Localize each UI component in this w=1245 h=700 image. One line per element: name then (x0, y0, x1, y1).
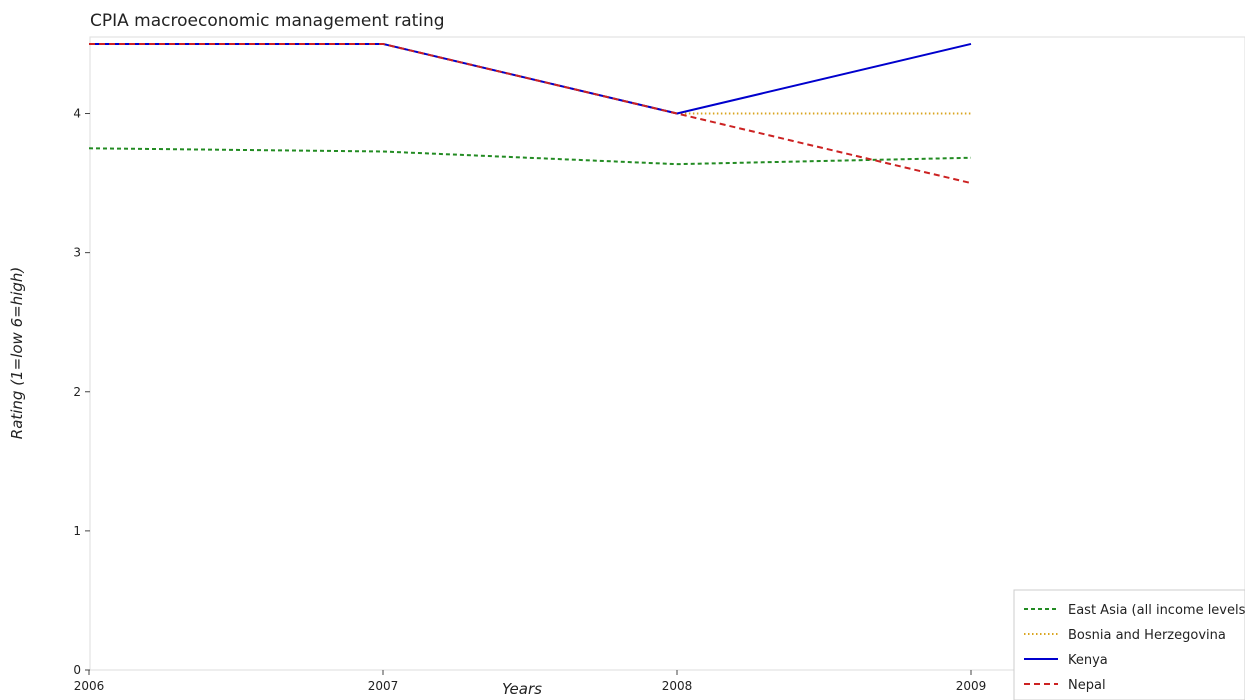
plot-area (89, 36, 1245, 671)
y-axis: 0 1 2 3 4 (73, 107, 90, 677)
x-tick-label: 2009 (956, 679, 987, 693)
series-line-1 (88, 147, 972, 166)
x-axis: 2006 2007 2008 2009 (74, 670, 987, 693)
x-tick-label: 2008 (662, 679, 693, 693)
legend-label: Kenya (1068, 653, 1108, 668)
legend-label: Bosnia and Herzegovina (1068, 628, 1226, 643)
x-tick-label: 2006 (74, 679, 105, 693)
legend: East Asia (all income levels) Bosnia and … (1013, 589, 1245, 700)
legend-label: Nepal (1068, 678, 1106, 693)
y-tick-label: 3 (73, 246, 81, 260)
y-tick-label: 4 (73, 107, 81, 121)
series-layer (88, 42, 972, 185)
legend-box (1013, 589, 1245, 700)
y-axis-label: Rating (1=low 6=high) (8, 267, 26, 439)
y-tick-label: 0 (73, 663, 81, 677)
chart-title: CPIA macroeconomic management rating (90, 11, 445, 31)
x-tick-label: 2007 (368, 679, 399, 693)
series-line-4 (89, 42, 972, 185)
legend-label: East Asia (all income levels) (1068, 603, 1245, 618)
x-axis-label: Years (502, 680, 542, 698)
y-tick-label: 1 (73, 524, 81, 538)
y-tick-label: 2 (73, 385, 81, 399)
